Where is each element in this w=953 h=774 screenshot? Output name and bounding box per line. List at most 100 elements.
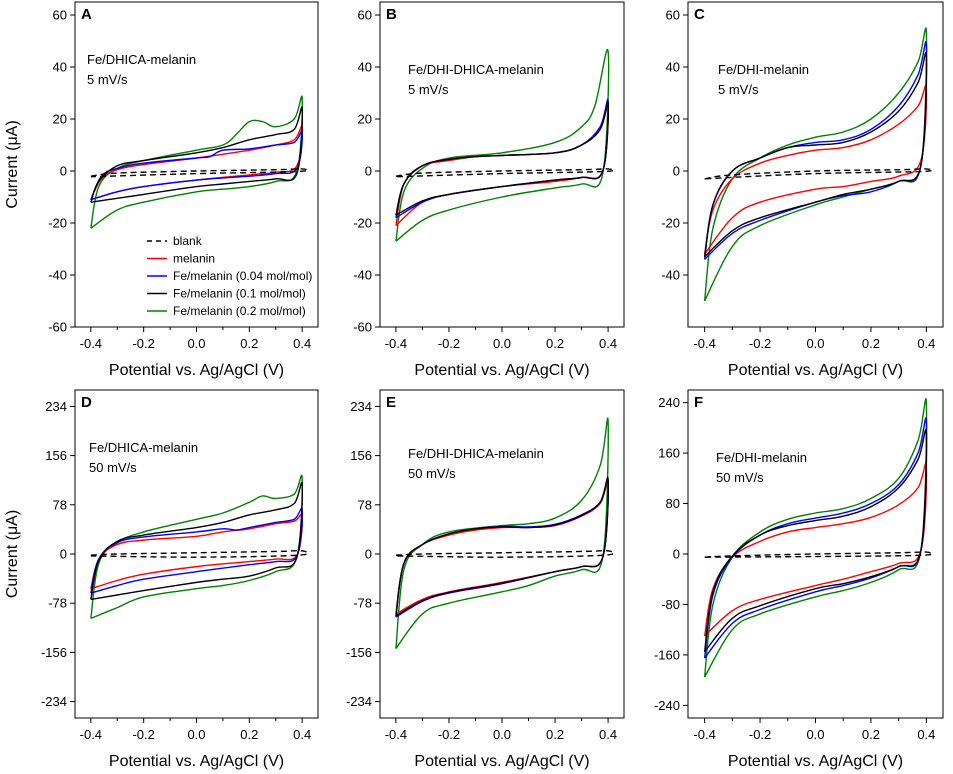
legend-label: Fe/melanin (0.04 mol/mol) — [173, 269, 312, 283]
y-tick-label: 0 — [673, 164, 680, 179]
x-tick-label: 0.4 — [917, 727, 935, 742]
x-tick-label: -0.4 — [385, 336, 407, 351]
x-tick-label: -0.2 — [749, 336, 771, 351]
legend-label: blank — [173, 234, 203, 248]
panel-annotation: Fe/DHI-DHICA-melanin — [408, 446, 544, 461]
x-axis-label: Potential vs. Ag/AgCl (V) — [414, 362, 589, 379]
x-tick-label: 0.0 — [187, 336, 205, 351]
x-tick-label: 0.0 — [493, 727, 511, 742]
y-tick-label: 78 — [53, 497, 67, 512]
x-tick-label: -0.2 — [749, 727, 771, 742]
y-tick-label: -234 — [346, 694, 372, 709]
panel-annotation: Fe/DHI-DHICA-melanin — [408, 62, 544, 77]
y-tick-label: 60 — [358, 8, 372, 23]
panel-f: -0.4 -0.2 0.0 0.2 0.4 -240 -160 -80 0 80 160 240 Pot… — [654, 389, 944, 770]
panel-letter: C — [694, 6, 705, 23]
y-axis-label: Current (μA) — [4, 120, 21, 208]
series-fe-melanin-0-1-mol-mol — [395, 476, 609, 617]
series-fe-melanin-0-1-mol-mol — [90, 481, 303, 601]
panel-annotation: 5 mV/s — [87, 72, 128, 87]
y-tick-label: 0 — [60, 164, 67, 179]
x-axis-label: Potential vs. Ag/AgCl (V) — [728, 753, 903, 770]
y-tick-label: 234 — [350, 399, 372, 414]
x-tick-label: -0.4 — [80, 336, 102, 351]
series-fe-melanin-0-1-mol-mol — [395, 101, 609, 216]
legend-label: Fe/melanin (0.1 mol/mol) — [173, 287, 306, 301]
plot-frame — [687, 1, 944, 328]
x-tick-label: -0.4 — [693, 336, 715, 351]
y-tick-label: 80 — [666, 496, 680, 511]
panel-letter: D — [81, 394, 92, 411]
panel-annotation: 5 mV/s — [718, 82, 759, 97]
panel-b: -0.4 -0.2 0.0 0.2 0.4 -60 -40 -20 0 20 40 60 Potenti… — [353, 1, 625, 379]
y-tick-label: 156 — [350, 448, 372, 463]
y-tick-label: 240 — [658, 395, 680, 410]
x-tick-label: 0.0 — [493, 336, 511, 351]
y-tick-label: 0 — [365, 547, 372, 562]
y-tick-label: -20 — [48, 216, 67, 231]
x-tick-label: -0.4 — [693, 727, 715, 742]
x-tick-label: 0.2 — [546, 336, 564, 351]
y-tick-label: 40 — [666, 60, 680, 75]
y-tick-label: -40 — [661, 268, 680, 283]
series-fe-melanin-0-2-mol-mol — [90, 95, 303, 229]
y-tick-label: 234 — [45, 399, 67, 414]
series-melanin — [395, 480, 609, 615]
panel-annotation: Fe/DHI-melanin — [718, 62, 809, 77]
series-melanin — [90, 125, 303, 201]
y-tick-label: 0 — [673, 547, 680, 562]
series-melanin — [90, 513, 303, 590]
y-tick-label: -78 — [353, 596, 372, 611]
series-blank — [704, 168, 934, 180]
panel-annotation: Fe/DHICA-melanin — [89, 440, 198, 455]
series-fe-melanin-0-04-mol-mol — [395, 478, 609, 618]
curves — [703, 27, 934, 302]
curves — [395, 48, 615, 242]
series-blank — [90, 549, 309, 558]
series-melanin — [703, 462, 928, 637]
y-tick-label: -80 — [661, 597, 680, 612]
x-tick-label: 0.4 — [599, 336, 617, 351]
panel-c: -0.4 -0.2 0.0 0.2 0.4 -40 -20 0 20 40 60 Potential … — [661, 1, 944, 379]
x-tick-label: 0.4 — [293, 727, 311, 742]
y-tick-label: 160 — [658, 446, 680, 461]
x-tick-label: 0.2 — [546, 727, 564, 742]
y-tick-label: -234 — [41, 694, 67, 709]
y-tick-label: 78 — [358, 497, 372, 512]
x-tick-label: -0.2 — [132, 727, 154, 742]
series-blank — [90, 168, 309, 178]
x-tick-label: -0.2 — [438, 727, 460, 742]
curves — [395, 417, 615, 650]
x-tick-label: 0.2 — [862, 727, 880, 742]
x-tick-label: 0.4 — [293, 336, 311, 351]
x-tick-label: -0.4 — [385, 727, 407, 742]
y-tick-label: 20 — [53, 112, 67, 127]
panel-annotation: 50 mV/s — [89, 460, 137, 475]
series-fe-melanin-0-1-mol-mol — [703, 52, 928, 258]
panel-e: -0.4 -0.2 0.0 0.2 0.4 -234 -156 -78 0 78 156 234 Pot… — [346, 389, 625, 770]
y-axis-label: Current (μA) — [4, 510, 21, 598]
y-tick-label: 40 — [53, 60, 67, 75]
x-tick-label: 0.0 — [187, 727, 205, 742]
panel-letter: E — [386, 394, 396, 411]
x-axis-label: Potential vs. Ag/AgCl (V) — [414, 753, 589, 770]
x-tick-label: 0.4 — [599, 727, 617, 742]
legend: blank melanin Fe/melanin (0.04 mol/mol) Fe/… — [147, 234, 312, 318]
x-tick-label: 0.2 — [240, 727, 258, 742]
curves — [90, 95, 309, 229]
x-tick-label: 0.2 — [862, 336, 880, 351]
panel-letter: A — [81, 6, 92, 23]
x-tick-label: 0.0 — [806, 727, 824, 742]
x-tick-label: -0.2 — [132, 336, 154, 351]
y-tick-label: -240 — [654, 698, 680, 713]
plot-frame — [379, 1, 625, 328]
series-fe-melanin-0-1-mol-mol — [90, 106, 303, 203]
panel-d: -0.4 -0.2 0.0 0.2 0.4 -234 -156 -78 0 78 156 234 Pot… — [4, 389, 319, 770]
y-tick-label: -40 — [353, 268, 372, 283]
x-tick-label: -0.4 — [80, 727, 102, 742]
y-tick-label: 20 — [358, 112, 372, 127]
y-tick-label: 60 — [53, 8, 67, 23]
series-melanin — [703, 84, 928, 255]
series-blank — [395, 168, 615, 178]
series-fe-melanin-0-2-mol-mol — [90, 474, 303, 619]
